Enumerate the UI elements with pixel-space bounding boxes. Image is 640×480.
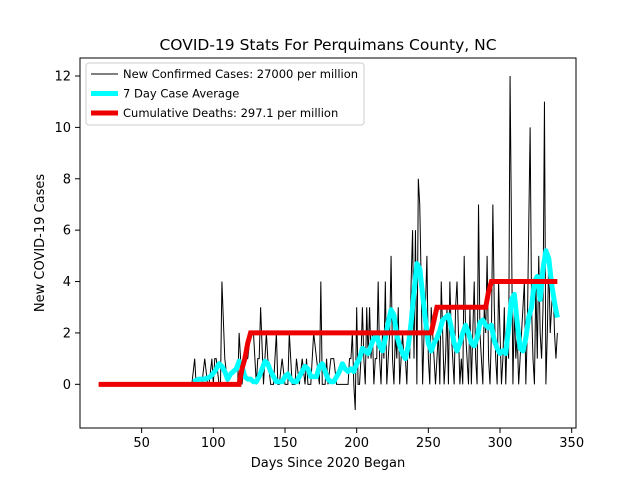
y-axis: 0 2 4 6 8 10 12: [54, 69, 80, 393]
chart-title: COVID-19 Stats For Perquimans County, NC: [159, 36, 496, 54]
y-tick-label: 0: [63, 378, 71, 393]
legend-label-2: 7 Day Case Average: [123, 87, 239, 101]
x-tick-label: 350: [559, 436, 584, 451]
y-tick-label: 10: [54, 121, 71, 136]
x-tick-label: 50: [133, 436, 150, 451]
y-tick-label: 12: [54, 69, 71, 84]
series-line-2: [192, 248, 560, 385]
y-tick-label: 4: [63, 275, 71, 290]
x-tick-label: 100: [201, 436, 226, 451]
legend: New Confirmed Cases: 27000 per million 7 …: [85, 62, 365, 126]
y-tick-label: 6: [63, 224, 71, 239]
x-tick-label: 200: [344, 436, 369, 451]
series-layer: [98, 75, 560, 411]
y-tick-label: 8: [63, 172, 71, 187]
series-line-3: [98, 279, 558, 387]
plot-frame: [79, 57, 577, 429]
x-axis: 50 100 150 200 250 300 350: [133, 428, 584, 451]
x-tick-label: 250: [416, 436, 441, 451]
x-axis-title: Days Since 2020 Began: [251, 456, 406, 471]
legend-label-1: New Confirmed Cases: 27000 per million: [123, 67, 358, 81]
x-tick-label: 150: [273, 436, 298, 451]
legend-frame: [85, 62, 365, 126]
y-tick-label: 2: [63, 326, 71, 341]
legend-label-3: Cumulative Deaths: 297.1 per million: [123, 106, 338, 120]
y-axis-title: New COVID-19 Cases: [33, 174, 48, 312]
plot-area: [79, 57, 577, 429]
x-tick-label: 300: [488, 436, 513, 451]
